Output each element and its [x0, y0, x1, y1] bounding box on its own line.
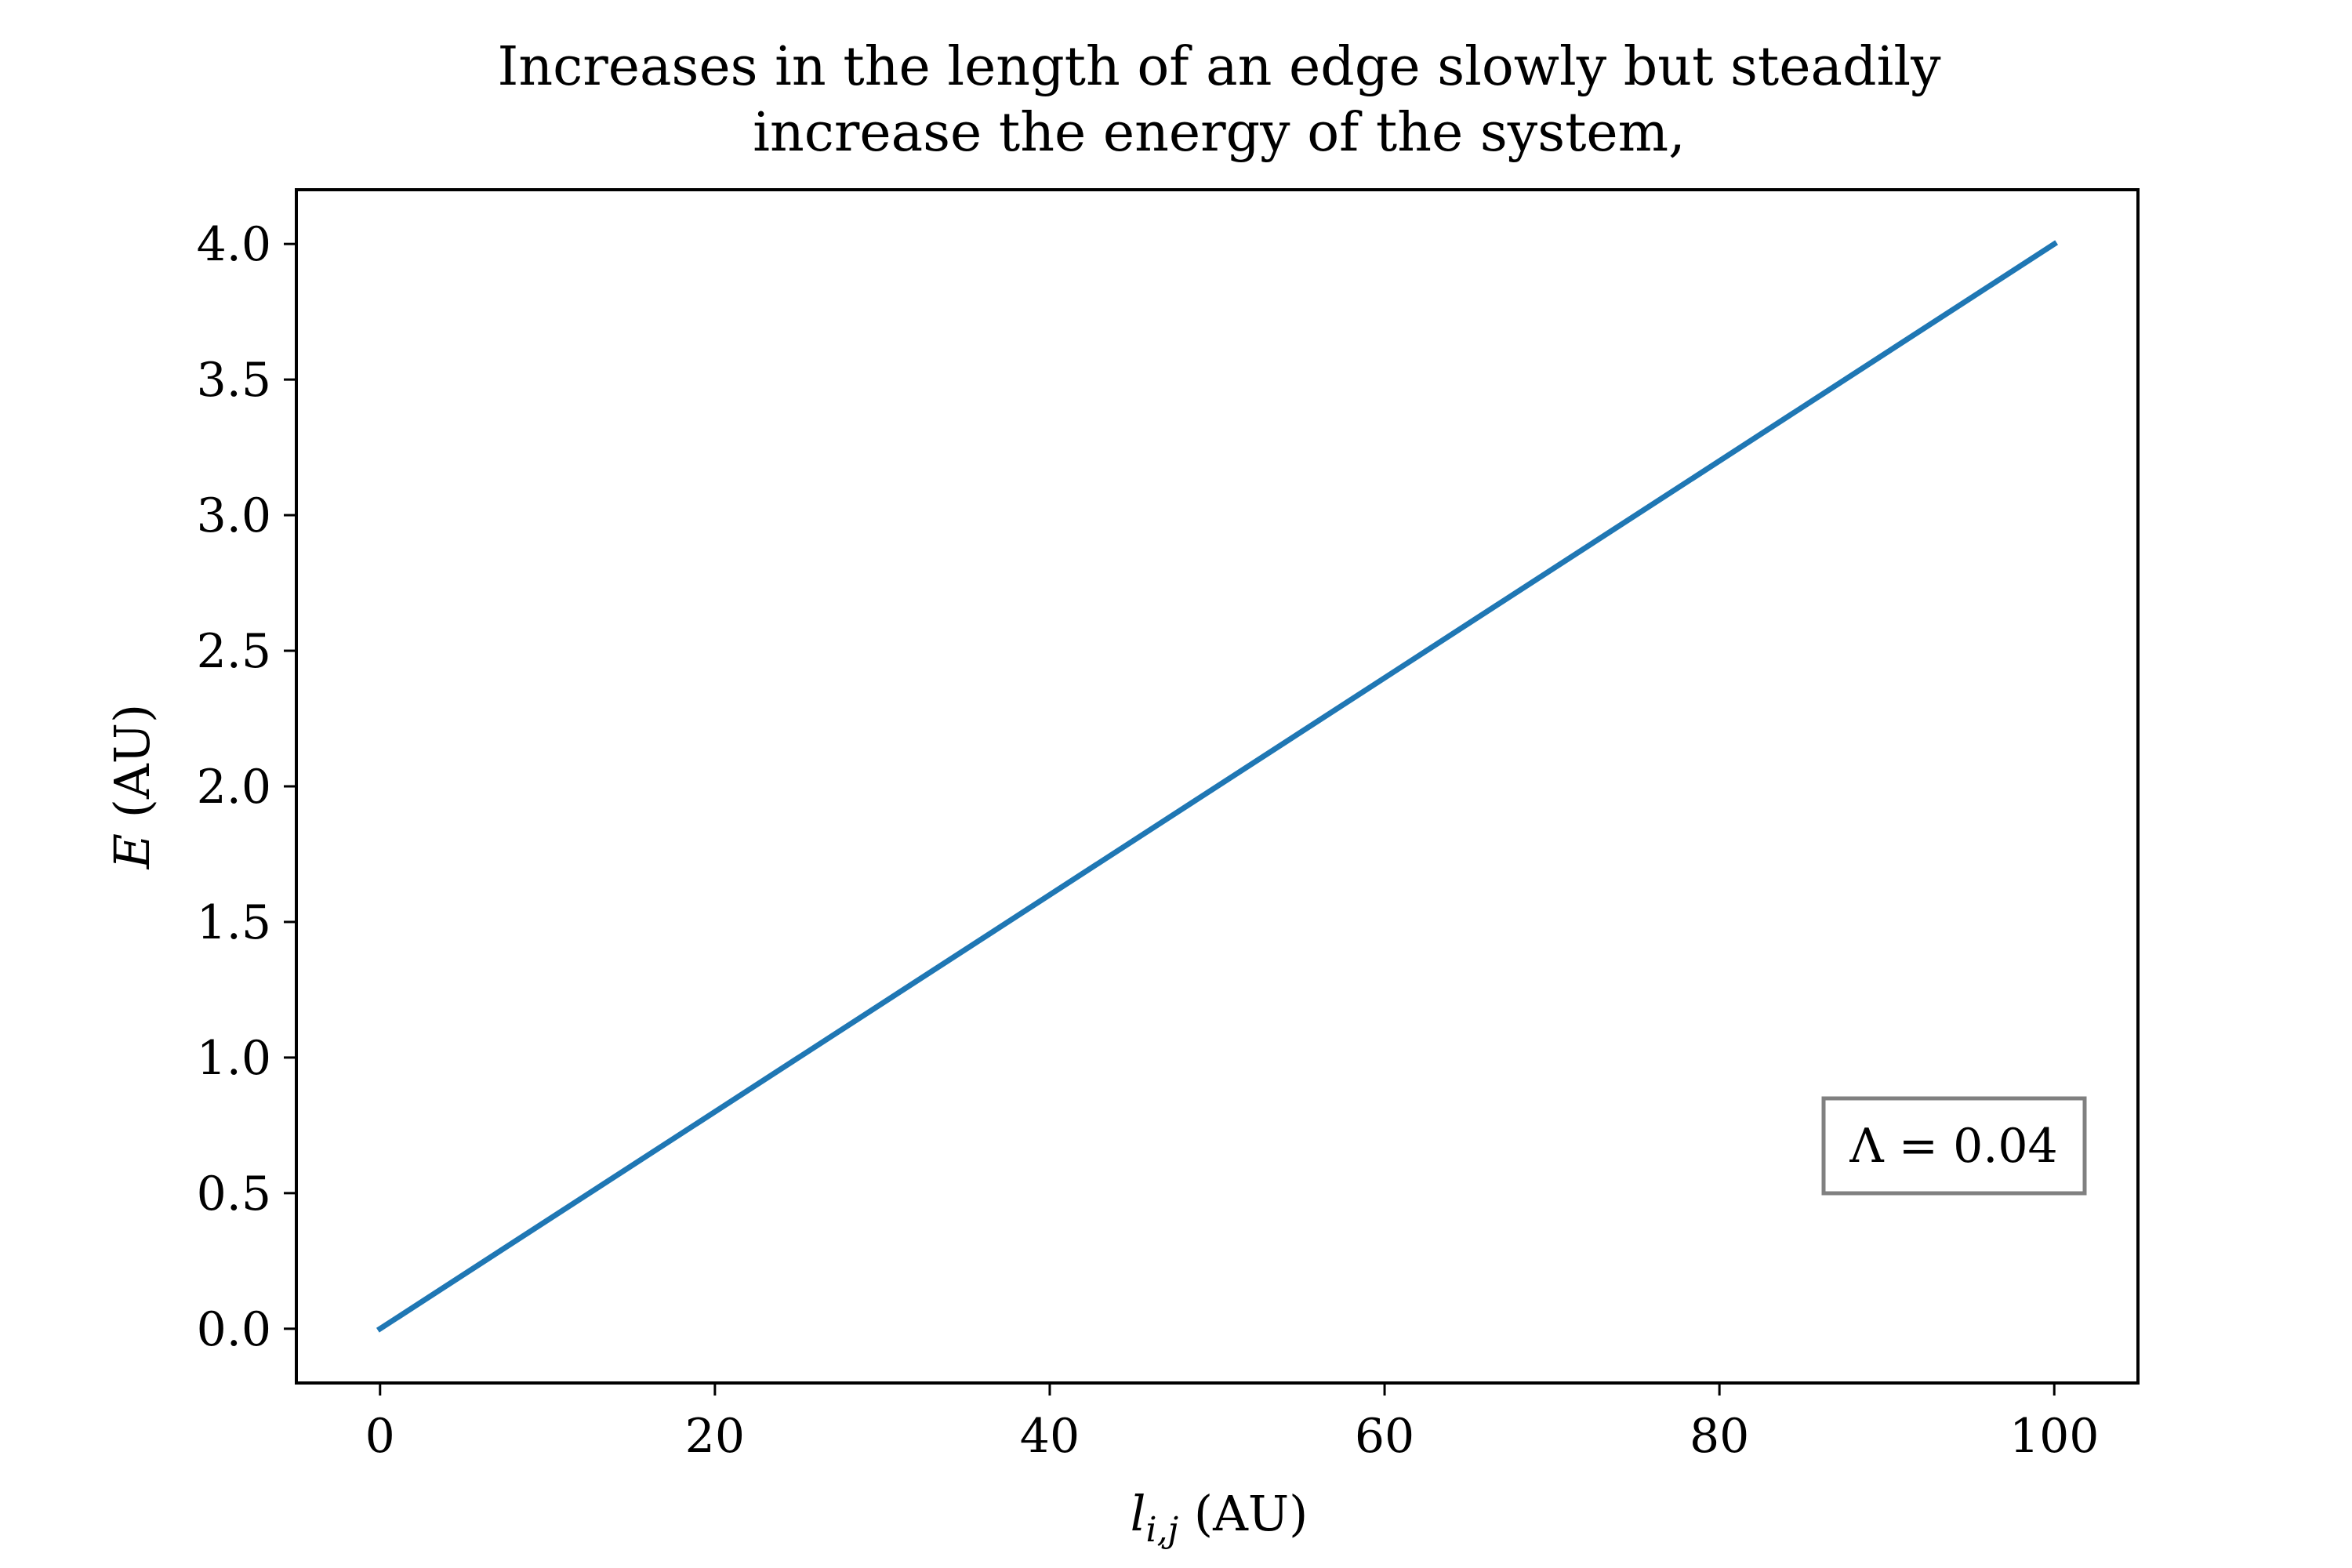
- y-tick-label: 3.0: [197, 488, 271, 543]
- chart-title-line-2: increase the energy of the system,: [753, 102, 1686, 164]
- y-tick-label: 2.0: [197, 760, 271, 815]
- y-tick-label: 1.5: [197, 895, 271, 950]
- y-tick-label: 1.0: [197, 1031, 271, 1086]
- y-axis-label: E (AU): [103, 704, 161, 869]
- x-tick-label: 0: [365, 1409, 395, 1464]
- y-tick-label: 4.0: [197, 217, 271, 272]
- x-tick-label: 80: [1690, 1409, 1749, 1464]
- x-axis-label-subscript: i,j: [1146, 1510, 1179, 1550]
- annotation-box: Λ = 0.04: [1821, 1096, 2087, 1196]
- annotation-border: [1821, 1096, 2087, 1196]
- y-tick-label: 3.5: [197, 353, 271, 408]
- x-tick-label: 60: [1355, 1409, 1414, 1464]
- x-axis-ticks: 0 20 40 60 80 100: [365, 1383, 2100, 1464]
- y-tick-label: 0.0: [197, 1302, 271, 1357]
- chart-title-line-1: Increases in the length of an edge slowl…: [498, 36, 1942, 98]
- x-axis-label-main: l: [1131, 1485, 1146, 1542]
- x-tick-label: 40: [1020, 1409, 1080, 1464]
- series-line-0: [376, 240, 2059, 1333]
- y-axis-label-main: E: [103, 833, 161, 869]
- plot-area: [376, 240, 2059, 1333]
- x-tick-label: 100: [2009, 1409, 2100, 1464]
- x-axis-label-unit: (AU): [1178, 1485, 1308, 1542]
- annotation-text: Λ = 0.04: [1849, 1119, 2057, 1174]
- y-axis-ticks: 0.0 0.5 1.0 1.5 2.0 2.5 3.0 3.5 4.0: [197, 217, 296, 1357]
- y-axis-label-unit: (AU): [103, 704, 161, 833]
- y-tick-label: 0.5: [197, 1167, 271, 1221]
- y-tick-label: 2.5: [197, 624, 271, 679]
- x-tick-label: 20: [685, 1409, 745, 1464]
- x-axis-label: li,j (AU): [1131, 1485, 1308, 1550]
